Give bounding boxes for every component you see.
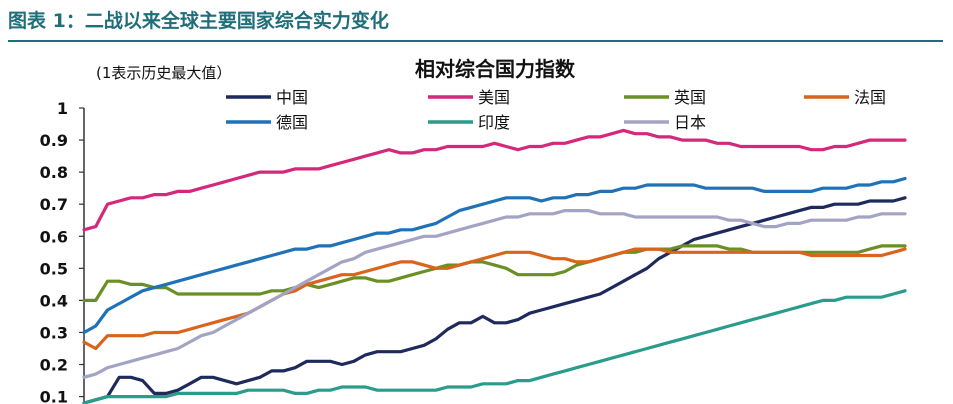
y-tick-label: 1 [57, 99, 68, 118]
y-tick-label: 0.8 [40, 163, 68, 182]
y-tick-label: 0.1 [40, 388, 68, 404]
y-tick-label: 0.2 [40, 356, 68, 375]
legend-label: 印度 [478, 113, 510, 132]
series-lines [82, 128, 907, 404]
series-line-3 [82, 247, 907, 351]
series-line-6 [82, 209, 907, 379]
series-line-5 [82, 289, 907, 404]
series-line-4 [82, 176, 907, 335]
y-tick-label: 0.4 [40, 291, 68, 310]
legend-label: 美国 [478, 88, 510, 107]
legend-label: 日本 [674, 113, 706, 132]
legend-label: 德国 [276, 113, 308, 132]
legend-label: 法国 [854, 88, 886, 107]
y-axis: 0.1 0.2 0.3 0.4 0.5 0.6 0.7 0.8 0.9 1 [40, 99, 85, 404]
title-divider [8, 40, 943, 42]
y-tick-label: 0.9 [40, 131, 68, 150]
legend-label: 中国 [276, 88, 308, 107]
series-line-0 [82, 196, 907, 404]
series-line-1 [82, 128, 907, 232]
y-tick-label: 0.7 [40, 195, 68, 214]
chart-title: 相对综合国力指数 [415, 57, 576, 81]
chart-subtitle: (1表示历史最大值） [96, 64, 231, 82]
figure-title: 图表 1：二战以来全球主要国家综合实力变化 [8, 10, 389, 32]
y-tick-label: 0.3 [40, 323, 68, 342]
y-tick-label: 0.6 [40, 227, 68, 246]
legend-label: 英国 [674, 88, 706, 107]
y-tick-label: 0.5 [40, 259, 68, 278]
